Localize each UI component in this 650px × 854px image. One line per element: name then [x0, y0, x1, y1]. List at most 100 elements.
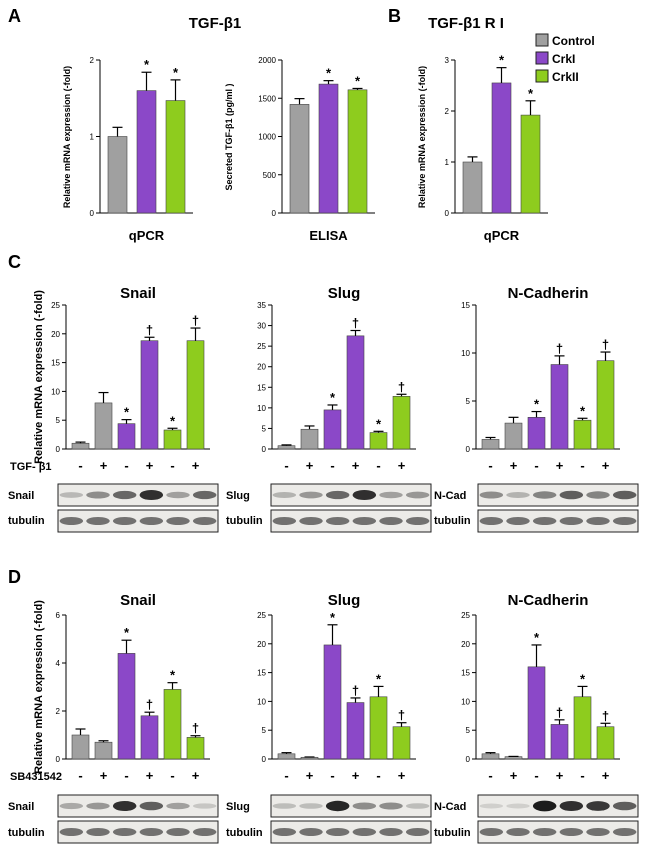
blot-d-slug: Slug tubulin: [226, 794, 432, 844]
blot-band-4: [559, 517, 584, 525]
blot-band-3: [325, 800, 350, 812]
significance-mark-5: *: [580, 403, 586, 418]
blot-band-5: [379, 491, 403, 499]
blot-target-strip: [270, 483, 432, 507]
legend-label-control: Control: [552, 34, 595, 48]
blot-band-1: [479, 491, 504, 499]
blot-tubulin-strip: [57, 509, 219, 533]
bar-4: [550, 724, 569, 760]
bar-1: [277, 445, 296, 450]
treatment-sign-3: -: [330, 458, 334, 473]
treatment-sign-2: +: [100, 768, 108, 783]
chart-d-snail: Snail 0 2 4 6 Relative mRNA expression (-fold…: [10, 592, 210, 783]
treatment-sign-2: +: [306, 458, 314, 473]
significance-mark-2: *: [144, 57, 150, 72]
treatment-sign-6: +: [192, 768, 200, 783]
y-tick-label: 10: [257, 697, 266, 706]
significance-mark-4: †: [556, 341, 563, 356]
blot-band-4: [139, 489, 164, 501]
treatment-sign-2: +: [510, 768, 518, 783]
bar-6: [186, 340, 205, 450]
treatment-sign-5: -: [170, 768, 174, 783]
blot-target-strip: [57, 794, 219, 818]
y-tick-label: 0: [262, 755, 267, 764]
panel-letter-d: D: [8, 567, 21, 587]
y-tick-label: 5: [262, 424, 267, 433]
y-tick-label: 0: [262, 445, 267, 454]
y-tick-label: 2000: [258, 56, 276, 65]
bar-5: [369, 696, 388, 760]
blot-band-2: [299, 491, 323, 499]
y-tick-label: 0: [466, 445, 471, 454]
blot-band-4: [559, 828, 584, 836]
y-tick-label: 1500: [258, 94, 276, 103]
significance-mark-3: *: [528, 86, 534, 101]
bar-6: [186, 737, 205, 760]
blot-target-label: N-Cad: [434, 490, 466, 502]
y-tick-label: 500: [263, 171, 277, 180]
y-tick-label: 0: [272, 209, 277, 218]
y-tick-label: 20: [461, 640, 470, 649]
blot-band-1: [59, 517, 84, 525]
bar-5: [573, 696, 592, 760]
blot-band-2: [506, 517, 530, 525]
bar-2: [94, 741, 113, 760]
blot-band-6: [405, 491, 430, 499]
blot-band-3: [325, 828, 350, 836]
treatment-sign-6: +: [192, 458, 200, 473]
bar-5: [573, 419, 592, 450]
blot-tubulin-label: tubulin: [434, 515, 471, 527]
blot-band-6: [405, 803, 430, 809]
blot-c-ncad: N-Cad tubulin: [434, 483, 639, 533]
blot-target-strip: [477, 794, 639, 818]
blot-target-strip: [270, 794, 432, 818]
significance-mark-3: *: [124, 405, 130, 420]
significance-mark-5: *: [376, 416, 382, 431]
panel-b-title: TGF-β1 R I: [428, 15, 504, 32]
treatment-sign-6: +: [398, 768, 406, 783]
bar-5: [369, 432, 388, 450]
legend-swatch-crkii: [535, 69, 549, 83]
y-tick-label: 5: [262, 726, 267, 735]
blot-band-3: [325, 517, 350, 525]
blot-target-strip: [477, 483, 639, 507]
y-tick-label: 15: [51, 359, 60, 368]
chart-title: N-Cadherin: [508, 285, 589, 302]
treatment-sign-5: -: [376, 458, 380, 473]
treatment-sign-4: +: [146, 458, 154, 473]
y-tick-label: 20: [51, 330, 60, 339]
blot-band-4: [559, 800, 584, 812]
bar-2: [491, 82, 512, 214]
bar-2: [504, 756, 523, 760]
y-axis-label: Relative mRNA expression (-fold): [33, 600, 45, 774]
blot-c-slug: Slug tubulin: [226, 483, 432, 533]
blot-band-4: [352, 828, 377, 836]
blot-band-2: [86, 802, 110, 810]
blot-band-1: [272, 828, 297, 836]
blot-band-2: [299, 517, 323, 525]
blot-band-2: [506, 492, 530, 498]
blot-tubulin-strip: [477, 509, 639, 533]
blot-tubulin-strip: [270, 509, 432, 533]
significance-mark-4: †: [146, 322, 153, 337]
y-tick-label: 0: [56, 445, 61, 454]
blot-band-5: [166, 802, 190, 810]
y-tick-label: 35: [257, 301, 266, 310]
significance-mark-6: †: [192, 721, 199, 736]
blot-band-3: [112, 517, 137, 525]
blot-band-4: [352, 489, 377, 501]
blot-target-label: Snail: [8, 801, 34, 813]
treatment-sign-1: -: [78, 458, 82, 473]
blot-band-6: [612, 828, 637, 836]
chart-title: N-Cadherin: [508, 592, 589, 609]
y-tick-label: 0: [90, 209, 95, 218]
blot-band-3: [532, 828, 557, 836]
bar-6: [596, 360, 615, 450]
significance-mark-5: *: [376, 671, 382, 686]
y-tick-label: 2: [90, 56, 95, 65]
y-tick-label: 25: [257, 611, 266, 620]
bar-4: [140, 340, 159, 450]
significance-mark-3: *: [355, 73, 361, 88]
legend-label-crki: CrkI: [552, 52, 575, 66]
bar-6: [392, 396, 411, 450]
